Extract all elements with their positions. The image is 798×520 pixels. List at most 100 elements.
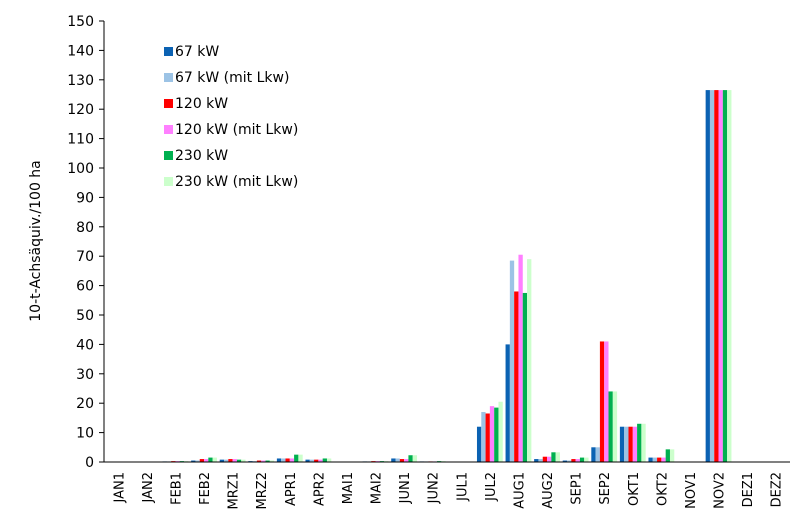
legend-swatch xyxy=(164,151,173,160)
bar xyxy=(191,460,196,462)
bar xyxy=(571,459,576,462)
x-tick-label: JUN2 xyxy=(427,472,442,504)
bar xyxy=(408,455,413,462)
x-tick-label: JUL1 xyxy=(455,472,470,502)
y-tick-label: 130 xyxy=(67,73,94,89)
bar xyxy=(648,457,653,462)
bar xyxy=(612,391,618,462)
bar xyxy=(547,456,552,462)
legend: 67 kW 67 kW (mit Lkw) 120 kW 120 kW (mit Lk… xyxy=(164,44,298,190)
x-tick-label: OKT1 xyxy=(627,472,642,506)
y-tick-label: 50 xyxy=(76,308,94,324)
legend-swatch xyxy=(164,73,173,82)
y-tick-label: 80 xyxy=(76,220,94,236)
legend-label: 120 kW xyxy=(175,96,228,112)
bar xyxy=(199,459,205,462)
bars xyxy=(162,90,732,462)
bar xyxy=(326,458,332,462)
x-tick-label: APR1 xyxy=(284,472,299,506)
x-tick-label: FEB1 xyxy=(169,472,184,505)
bar xyxy=(208,457,213,462)
bar xyxy=(404,459,409,462)
bar xyxy=(412,455,418,462)
bar xyxy=(652,457,658,462)
bar xyxy=(256,460,262,462)
bar xyxy=(527,259,532,462)
bar xyxy=(727,90,732,462)
bar xyxy=(718,90,723,462)
bar xyxy=(269,460,275,462)
bar xyxy=(309,459,315,462)
y-tick-label: 10 xyxy=(76,426,94,442)
y-axis-label: 10-t-Achsäquiv./100 ha xyxy=(28,160,44,322)
bar xyxy=(219,459,225,462)
bar xyxy=(619,426,625,462)
x-tick-label: MAI1 xyxy=(341,472,356,504)
bar xyxy=(294,454,299,462)
bar xyxy=(494,407,499,462)
legend-label: 230 kW (mit Lkw) xyxy=(175,174,298,190)
bar xyxy=(195,460,200,462)
bar xyxy=(228,459,233,462)
legend-label: 67 kW xyxy=(175,44,219,60)
x-tick-label: AUG2 xyxy=(541,472,556,509)
y-tick-label: 120 xyxy=(67,102,94,118)
bar xyxy=(224,459,229,462)
bar xyxy=(391,458,396,462)
bar xyxy=(722,90,728,462)
bar xyxy=(567,460,572,462)
legend-swatch xyxy=(164,47,173,56)
legend-label: 120 kW (mit Lkw) xyxy=(175,122,298,138)
bar xyxy=(305,459,310,462)
x-tick-label: JAN1 xyxy=(112,472,127,504)
bar xyxy=(399,459,405,462)
bar xyxy=(709,90,715,462)
x-tick-label: APR2 xyxy=(312,472,327,506)
y-tick-label: 110 xyxy=(67,132,94,148)
bar xyxy=(395,458,400,462)
bar xyxy=(518,254,523,462)
bar xyxy=(485,413,490,462)
y-axis-ticks: 0 10 20 30 40 50 60 70 80 90 100 110 120 130 140 150 xyxy=(67,14,104,471)
x-tick-label: FEB2 xyxy=(198,472,213,505)
bar xyxy=(236,459,242,462)
y-tick-label: 70 xyxy=(76,249,94,265)
bar xyxy=(584,457,589,462)
bar xyxy=(632,426,638,462)
bar xyxy=(261,460,266,462)
y-tick-label: 90 xyxy=(76,190,94,206)
legend-swatch xyxy=(164,177,173,186)
bar xyxy=(538,459,543,462)
bar xyxy=(542,456,548,462)
x-tick-label: JUN1 xyxy=(398,472,413,504)
x-tick-label: DEZ1 xyxy=(741,472,756,507)
x-tick-label: JUL2 xyxy=(484,472,499,502)
bar xyxy=(281,458,286,462)
x-tick-label: AUG1 xyxy=(512,472,527,509)
y-tick-label: 100 xyxy=(67,161,94,177)
x-tick-label: NOV2 xyxy=(713,472,728,509)
y-tick-label: 20 xyxy=(76,396,94,412)
x-tick-label: JAN2 xyxy=(141,472,156,504)
bar xyxy=(505,344,510,462)
bar xyxy=(599,341,605,462)
bar xyxy=(555,452,560,462)
bar xyxy=(298,454,303,462)
legend-swatch xyxy=(164,125,173,134)
axes xyxy=(103,21,790,463)
bar xyxy=(657,457,662,462)
bar xyxy=(232,459,237,462)
bar xyxy=(241,459,246,462)
bar xyxy=(551,452,556,462)
x-tick-label: SEP1 xyxy=(570,472,585,505)
bar xyxy=(318,459,323,462)
bar xyxy=(595,447,600,462)
legend-label: 67 kW (mit Lkw) xyxy=(175,70,289,86)
bar xyxy=(637,423,642,462)
legend-swatch xyxy=(164,99,173,108)
bar xyxy=(509,260,515,462)
bar xyxy=(204,459,209,462)
y-tick-label: 150 xyxy=(67,14,94,30)
bar xyxy=(604,341,609,462)
